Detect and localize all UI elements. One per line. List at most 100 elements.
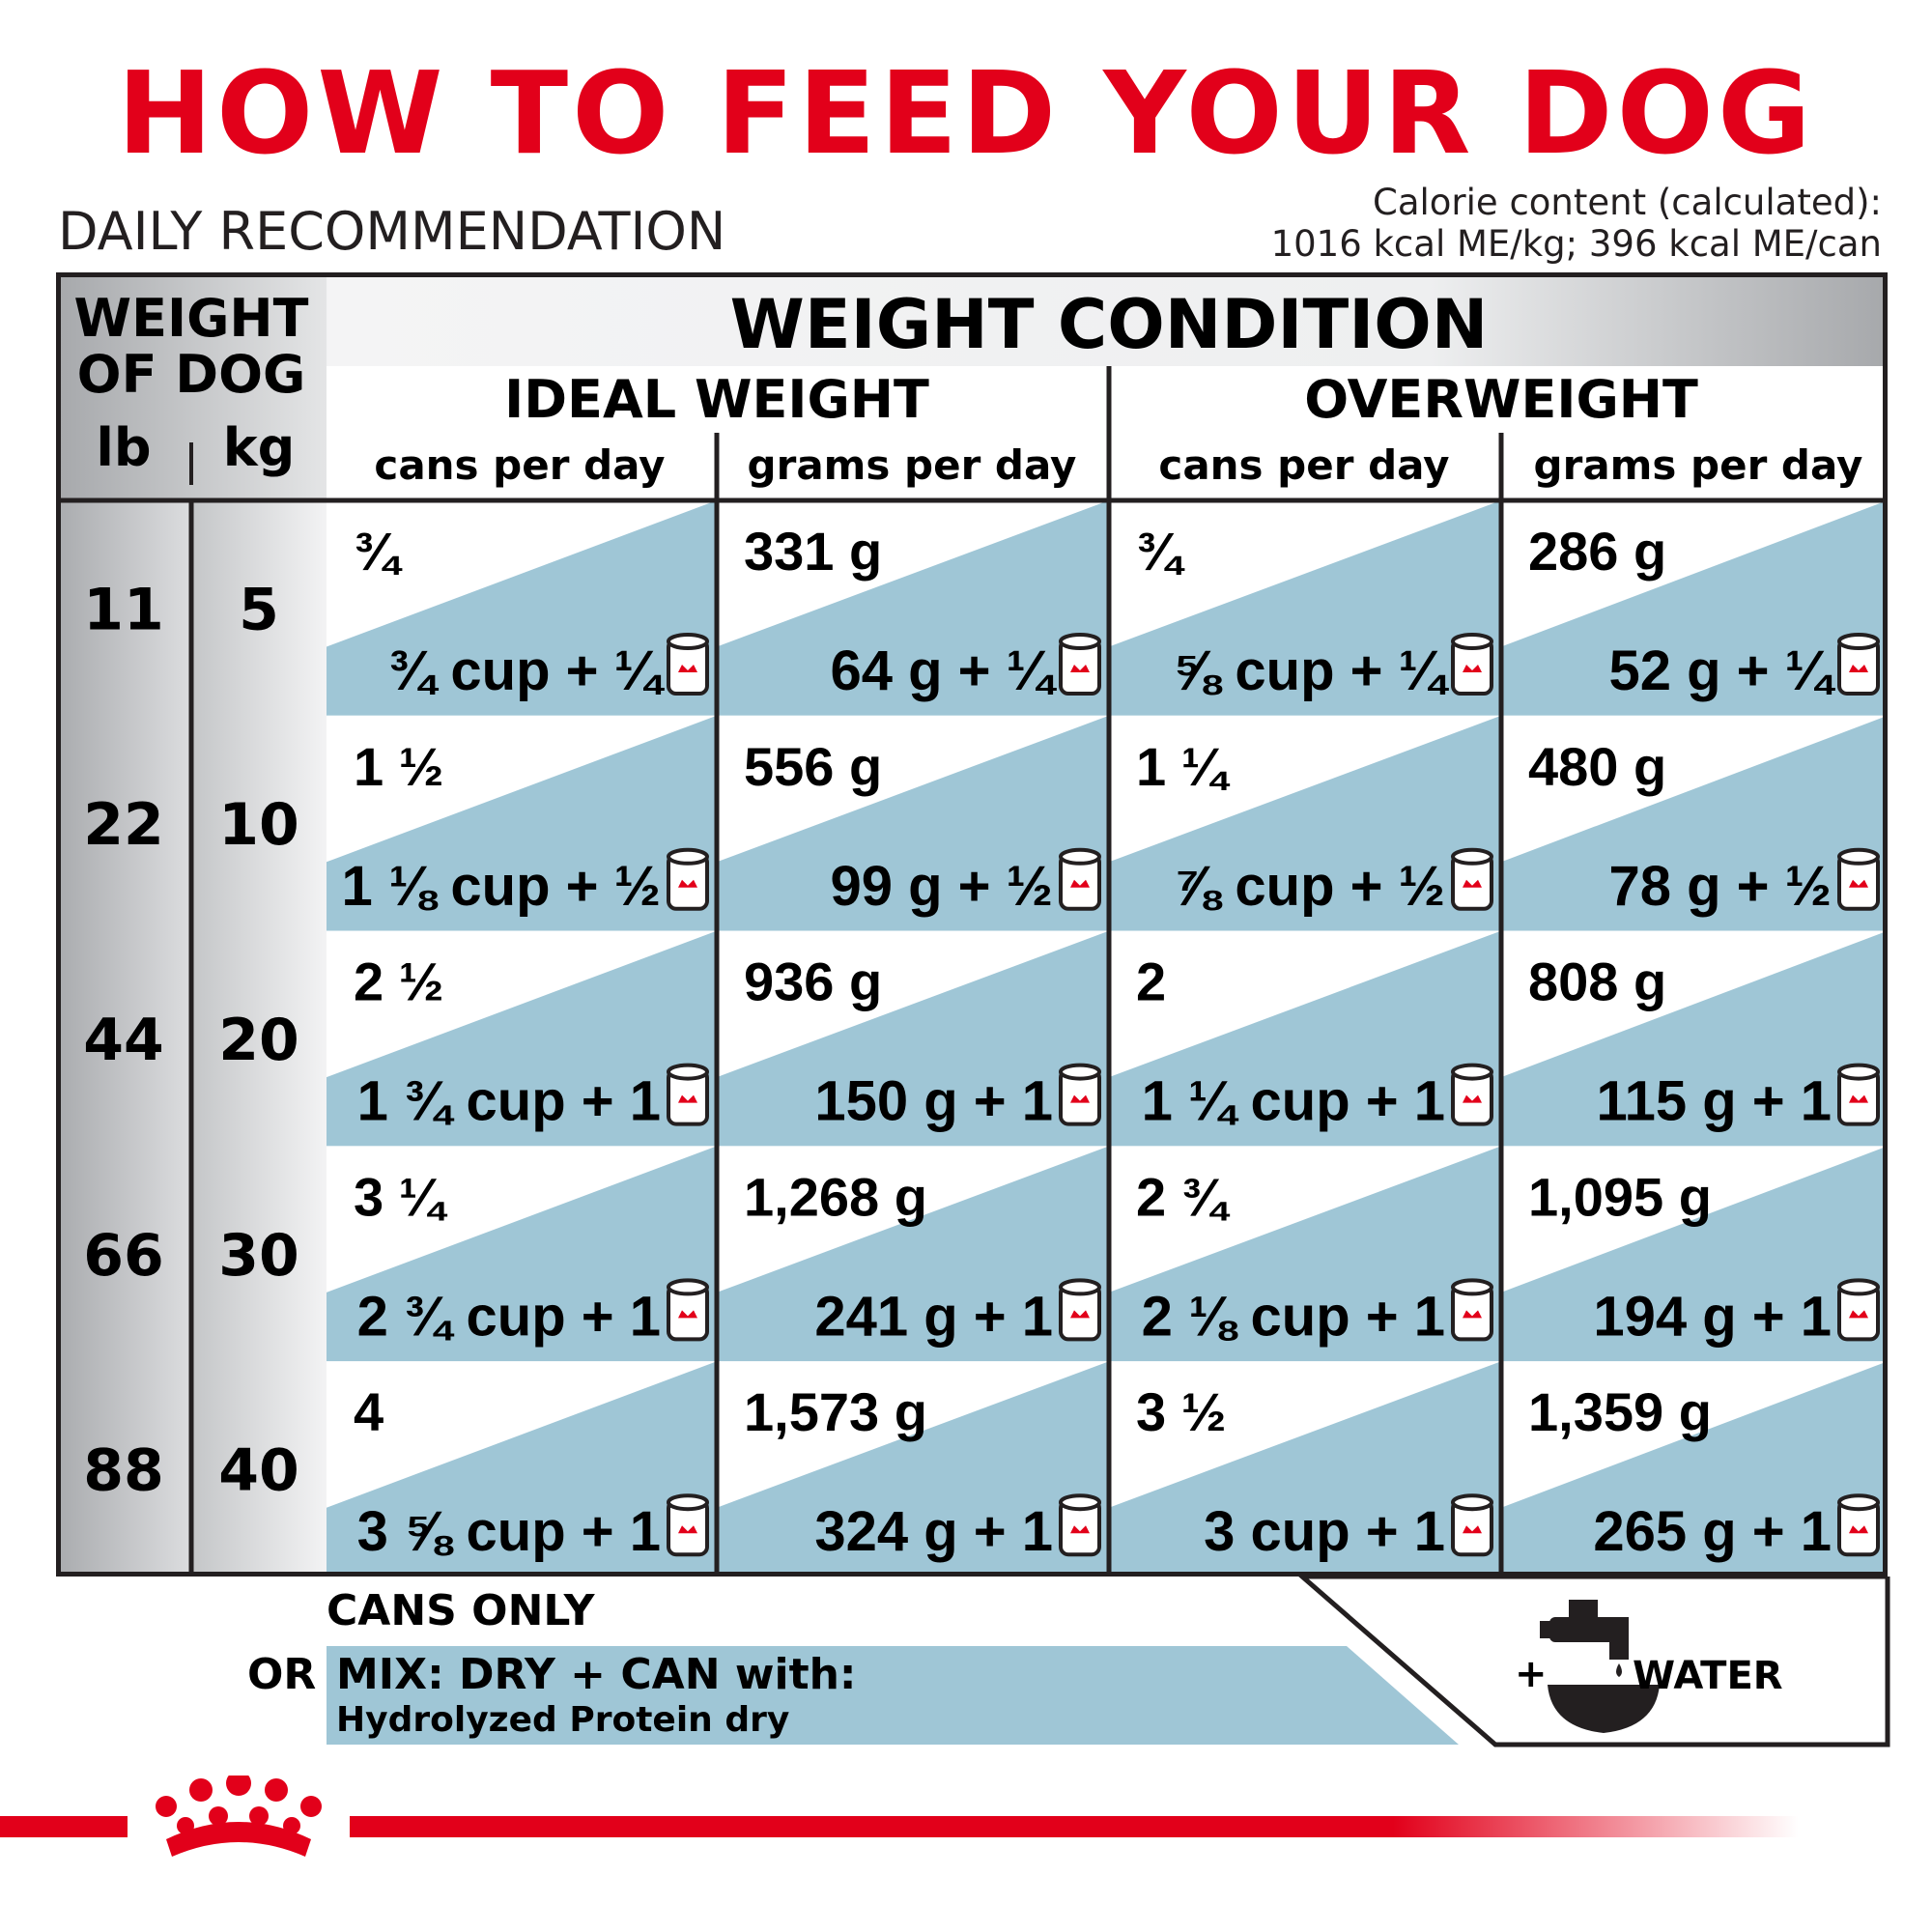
overweight-header: OVERWEIGHT	[1304, 369, 1698, 430]
dog-food-can-icon	[1837, 847, 1880, 911]
cell-diagonal-fill	[717, 930, 1109, 1147]
weight-lb-value: 66	[83, 1222, 164, 1290]
cell-top-value: 936 g	[744, 952, 882, 1012]
dog-food-can-icon	[1837, 633, 1880, 696]
footer-line-left	[0, 1816, 128, 1837]
weight-kg-value: 20	[218, 1007, 299, 1074]
calorie-line-2: 1016 kcal ME/kg; 396 kcal ME/can	[1270, 223, 1882, 265]
legend: CANS ONLY OR MIX: DRY + CAN with: Hydrol…	[247, 1577, 1890, 1747]
cell-bottom-value: 99 g + ½	[830, 855, 1053, 918]
cell-top-value: 331 g	[744, 521, 882, 582]
cell-top-value: ¾	[354, 521, 403, 582]
weight-condition-header: WEIGHT CONDITION	[730, 285, 1489, 364]
cell-top-value: 1,095 g	[1528, 1166, 1712, 1227]
mix-legend-swatch	[327, 1646, 1459, 1745]
or-label: OR	[247, 1650, 316, 1699]
cell-bottom-value: ¾ cup + ¼	[388, 639, 666, 702]
cell-bottom-value: 324 g + 1	[814, 1500, 1053, 1563]
cell-bottom-value: 78 g + ½	[1608, 855, 1832, 918]
feeding-table: 11 5 ¾ ¾ cup + ¼ 331 g 64 g + ¼ ¾ ⅝ cup + ¼ 286 …	[56, 272, 1888, 1577]
dog-food-can-icon	[1059, 1063, 1101, 1126]
weight-kg-value: 30	[218, 1222, 299, 1290]
kg-label: kg	[223, 417, 296, 478]
dog-food-can-icon	[667, 1493, 709, 1557]
cell-top-value: 3 ¼	[354, 1166, 448, 1227]
mix-sublabel: Hydrolyzed Protein dry	[336, 1700, 789, 1740]
weight-kg-value: 10	[218, 791, 299, 859]
royal-crown-logo	[156, 1776, 322, 1857]
cell-diagonal-fill	[1501, 715, 1888, 931]
cell-bottom-value: 1 ⅛ cup + ½	[342, 855, 661, 918]
cell-top-value: ¾	[1136, 521, 1185, 582]
weight-of-dog-header-line1: WEIGHT	[74, 288, 309, 349]
footer-line-right	[350, 1816, 1799, 1837]
weight-lb-value: 11	[83, 576, 164, 643]
cell-top-value: 2 ¾	[1136, 1166, 1231, 1227]
table-dividers	[56, 272, 1888, 1577]
cell-diagonal-fill	[327, 930, 717, 1147]
weight-of-dog-header-line2: OF DOG	[77, 344, 306, 405]
dog-food-can-icon	[1059, 847, 1101, 911]
table-text: 11 5 ¾ ¾ cup + ¼ 331 g 64 g + ¼ ¾ ⅝ cup + ¼ 286 …	[83, 521, 1880, 1563]
dog-food-can-icon	[1059, 633, 1101, 696]
weight-lb-value: 88	[83, 1437, 164, 1505]
dog-food-can-icon	[667, 1063, 709, 1126]
cell-bottom-value: 241 g + 1	[814, 1285, 1053, 1348]
cell-top-value: 1,359 g	[1528, 1381, 1712, 1442]
cell-top-value: 3 ½	[1136, 1381, 1226, 1442]
ideal-weight-header: IDEAL WEIGHT	[504, 369, 929, 430]
cell-top-value: 1 ½	[354, 736, 443, 797]
cell-top-value: 1,268 g	[744, 1166, 927, 1227]
dog-food-can-icon	[1451, 1063, 1493, 1126]
dog-food-can-icon	[1837, 1063, 1880, 1126]
over-grams-column-header: grams per day	[1534, 441, 1863, 489]
dog-food-can-icon	[1837, 1493, 1880, 1557]
cell-bottom-value: 2 ¾ cup + 1	[357, 1285, 661, 1348]
cell-diagonal-fill	[327, 500, 717, 716]
dog-food-can-icon	[1451, 847, 1493, 911]
mix-label: MIX: DRY + CAN with:	[336, 1650, 857, 1699]
cell-diagonal-fill	[1501, 500, 1888, 716]
lb-label: lb	[96, 417, 151, 478]
cell-diagonal-fill	[1501, 930, 1888, 1147]
dog-food-can-icon	[667, 633, 709, 696]
cell-diagonal-fill	[327, 1361, 717, 1577]
cell-bottom-value: 150 g + 1	[814, 1070, 1053, 1133]
cell-diagonal-fill	[1501, 1361, 1888, 1577]
cell-diagonal-fill	[1109, 930, 1501, 1147]
data-cells	[327, 500, 1888, 1577]
brand-footer	[0, 1776, 1799, 1857]
cell-diagonal-fill	[1109, 500, 1501, 716]
cell-bottom-value: ⅞ cup + ½	[1173, 855, 1445, 918]
dog-food-can-icon	[1451, 1278, 1493, 1342]
dog-food-can-icon	[1451, 633, 1493, 696]
dog-food-can-icon	[667, 1278, 709, 1342]
ideal-cans-column-header: cans per day	[374, 441, 665, 489]
dog-food-can-icon	[1451, 1493, 1493, 1557]
cell-diagonal-fill	[1109, 715, 1501, 931]
cell-top-value: 556 g	[744, 736, 882, 797]
cell-top-value: 808 g	[1528, 952, 1666, 1012]
cell-diagonal-fill	[717, 1146, 1109, 1362]
cell-diagonal-fill	[1501, 1146, 1888, 1362]
weight-lb-value: 22	[83, 791, 164, 859]
plus-sign: +	[1515, 1652, 1548, 1696]
cell-diagonal-fill	[1109, 1146, 1501, 1362]
cell-bottom-value: 1 ¼ cup + 1	[1142, 1070, 1445, 1133]
cell-bottom-value: 1 ¾ cup + 1	[357, 1070, 661, 1133]
cell-diagonal-fill	[717, 715, 1109, 931]
cell-bottom-value: 64 g + ¼	[830, 639, 1057, 702]
cell-top-value: 286 g	[1528, 521, 1666, 582]
cell-diagonal-fill	[717, 1361, 1109, 1577]
cell-bottom-value: 265 g + 1	[1593, 1500, 1832, 1563]
cell-bottom-value: 3 cup + 1	[1204, 1500, 1445, 1563]
cell-bottom-value: 52 g + ¼	[1608, 639, 1835, 702]
cans-only-label: CANS ONLY	[327, 1586, 596, 1635]
page-title: HOW TO FEED YOUR DOG	[117, 46, 1815, 180]
cell-top-value: 1,573 g	[744, 1381, 927, 1442]
cell-bottom-value: 194 g + 1	[1593, 1285, 1832, 1348]
lb-column-background	[56, 500, 191, 1577]
cell-top-value: 2 ½	[354, 952, 443, 1012]
ideal-grams-column-header: grams per day	[748, 441, 1077, 489]
over-cans-column-header: cans per day	[1158, 441, 1449, 489]
